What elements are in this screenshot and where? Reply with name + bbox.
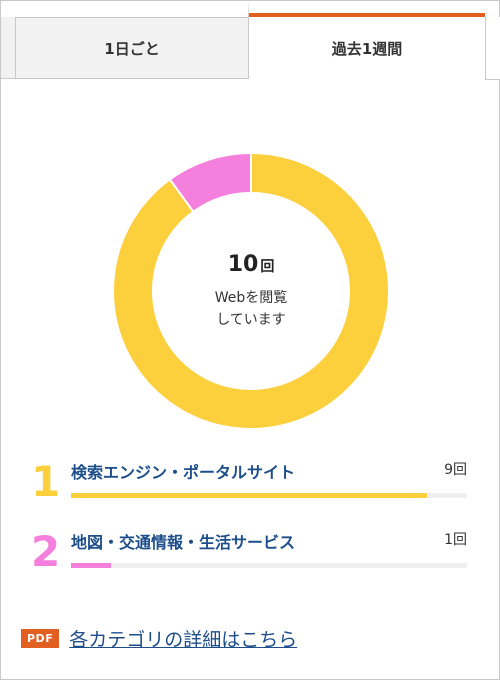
category-detail-footer: PDF 各カテゴリの詳細はこちら [21,623,297,653]
category-count: 1回 [444,532,467,548]
visit-count-number: 10 [227,251,259,277]
summary-line-1: Webを閲覧 [214,289,288,306]
rank-number: 2 [31,527,61,576]
tab-daily-label: 1日ごと [15,17,248,78]
category-label: 検索エンジン・ポータルサイト [71,463,296,482]
category-bar-fill [71,563,111,568]
pdf-badge: PDF [21,628,60,648]
donut-center-summary: 10 回 Webを閲覧 しています [111,151,391,431]
category-item-2[interactable]: 2 地図・交通情報・生活サービス 1回 [31,527,471,589]
tab-divider [485,17,500,80]
tab-daily[interactable]: 1日ごと [1,1,249,79]
category-bar-fill [71,493,428,498]
tab-past-week-label: 過去1週間 [331,39,403,58]
rank-number: 1 [31,457,61,506]
summary-line-2: しています [216,311,286,328]
category-item-1[interactable]: 1 検索エンジン・ポータルサイト 9回 [31,457,471,519]
period-tabs: 1日ごと 過去1週間 [1,1,500,80]
donut-slice-1 [112,151,390,430]
category-donut-chart [112,151,390,430]
donut-slice-2 [168,151,252,214]
visit-count-unit: 回 [260,258,275,275]
visit-count: 10 回 [228,252,275,277]
category-label: 地図・交通情報・生活サービス [71,533,296,552]
category-bar-track [71,563,467,568]
category-bar-track [71,493,467,498]
category-count: 9回 [444,462,467,478]
category-detail-link[interactable]: 各カテゴリの詳細はこちら [69,628,298,651]
tab-past-week[interactable]: 過去1週間 [249,13,485,79]
